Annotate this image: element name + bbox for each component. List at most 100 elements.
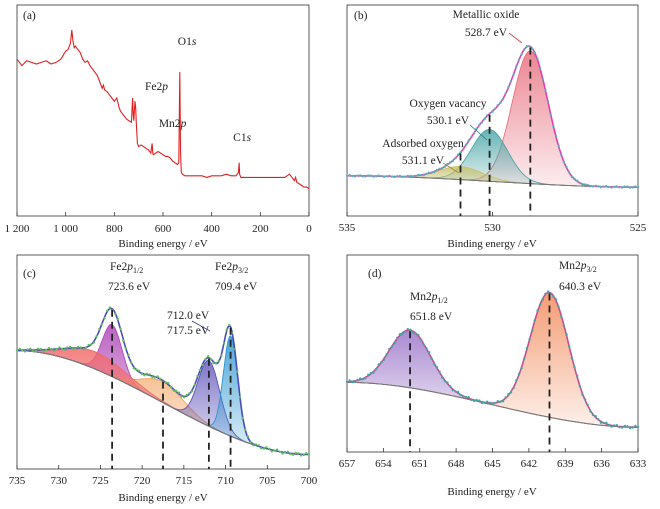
raw-data-point — [291, 453, 295, 456]
raw-data-point — [570, 175, 574, 179]
raw-data-point — [464, 143, 468, 146]
raw-data-point — [599, 421, 603, 424]
raw-data-point — [544, 88, 547, 92]
raw-data-point — [222, 342, 226, 345]
raw-data-point — [499, 400, 502, 403]
raw-data-point — [262, 447, 266, 450]
raw-data-point — [546, 100, 550, 104]
raw-data-point — [414, 332, 417, 335]
raw-data-point — [249, 441, 252, 444]
raw-data-point — [23, 350, 27, 353]
x-tick-label: 710 — [217, 475, 234, 487]
x-tick-label: 700 — [301, 475, 318, 487]
raw-data-point — [129, 361, 133, 364]
raw-data-point — [260, 447, 263, 450]
raw-data-point — [380, 175, 383, 178]
raw-data-point — [480, 121, 484, 124]
raw-data-point — [185, 393, 189, 396]
raw-data-point — [610, 425, 613, 428]
raw-data-point — [509, 391, 513, 394]
background-line — [17, 350, 309, 456]
panel-d: (d) 657 654 651 648 645 642 639 636 633 Mn2p1/2 … — [339, 254, 647, 498]
raw-data-point — [169, 385, 173, 389]
raw-data-point — [449, 161, 452, 164]
raw-data-point — [486, 114, 489, 117]
raw-data-point — [246, 435, 250, 438]
panel-d-label: (d) — [368, 268, 382, 280]
raw-data-point — [491, 110, 494, 113]
raw-data-point — [364, 175, 367, 178]
panel-b-label: (b) — [354, 10, 368, 22]
x-tick-label: 530 — [484, 222, 501, 234]
raw-data-point — [180, 395, 183, 398]
raw-data-point — [493, 107, 497, 110]
envelope-line — [17, 307, 309, 456]
raw-data-point — [602, 185, 605, 188]
a-peak-label: O1s — [178, 36, 197, 48]
x-tick-label: 0 — [306, 223, 312, 235]
raw-data-point — [254, 443, 258, 446]
raw-data-point — [270, 450, 273, 453]
raw-data-point — [159, 377, 162, 380]
panel-c-plot — [15, 306, 311, 469]
raw-data-point — [634, 185, 637, 188]
raw-data-point — [268, 447, 271, 450]
raw-data-point — [132, 367, 135, 370]
raw-data-point — [591, 413, 595, 417]
raw-data-point — [82, 348, 85, 351]
panel-a-annotations: Fe2p Mn2p O1s C1s — [145, 36, 252, 144]
raw-data-point — [512, 73, 515, 76]
raw-data-point — [517, 372, 521, 376]
raw-data-point — [583, 183, 587, 186]
raw-data-point — [127, 353, 130, 357]
panel-a-frame — [16, 4, 310, 217]
panel-b-x-axis-label: Binding energy / eV — [447, 238, 536, 250]
raw-data-point — [441, 167, 444, 170]
raw-data-point — [586, 403, 589, 407]
raw-data-point — [409, 174, 412, 178]
raw-data-point — [275, 448, 279, 451]
x-tick-label: 633 — [630, 458, 647, 470]
raw-data-point — [18, 347, 21, 350]
raw-data-point — [501, 400, 505, 403]
raw-data-point — [90, 343, 93, 346]
raw-data-point — [148, 373, 151, 376]
raw-data-point — [55, 347, 58, 351]
raw-data-point — [623, 424, 626, 428]
b-ann-adsorbed-oxygen-value: 531.1 eV — [402, 155, 445, 167]
raw-data-point — [504, 92, 507, 95]
raw-data-point — [361, 378, 365, 381]
raw-data-point — [217, 359, 220, 362]
raw-data-point — [305, 452, 308, 455]
panel-b-x-ticks: 535 530 525 — [339, 212, 647, 234]
raw-data-point — [594, 415, 597, 418]
raw-data-point — [241, 416, 244, 420]
raw-data-point — [164, 381, 167, 384]
raw-data-point — [533, 51, 536, 54]
raw-data-point — [398, 174, 402, 178]
raw-data-point — [411, 175, 415, 178]
raw-data-point — [607, 423, 611, 427]
raw-data-point — [353, 380, 357, 384]
raw-data-point — [273, 449, 276, 452]
raw-data-point — [34, 349, 37, 353]
raw-data-point — [576, 179, 579, 182]
raw-data-point — [581, 393, 584, 396]
raw-data-point — [257, 444, 260, 447]
raw-data-point — [348, 174, 351, 177]
raw-data-point — [265, 446, 268, 449]
c-ann-fe2p32-value: 709.4 eV — [215, 281, 258, 293]
raw-data-point — [578, 181, 581, 185]
raw-data-point — [438, 370, 441, 373]
raw-data-point — [209, 358, 212, 361]
x-tick-label: 639 — [557, 458, 574, 470]
raw-data-point — [456, 390, 460, 394]
raw-data-point — [393, 175, 396, 179]
raw-data-point — [380, 360, 383, 364]
raw-data-point — [140, 372, 143, 376]
raw-data-point — [74, 347, 77, 351]
raw-data-point — [356, 174, 359, 177]
raw-data-point — [53, 349, 56, 352]
raw-data-point — [87, 343, 90, 347]
raw-data-point — [204, 357, 207, 361]
